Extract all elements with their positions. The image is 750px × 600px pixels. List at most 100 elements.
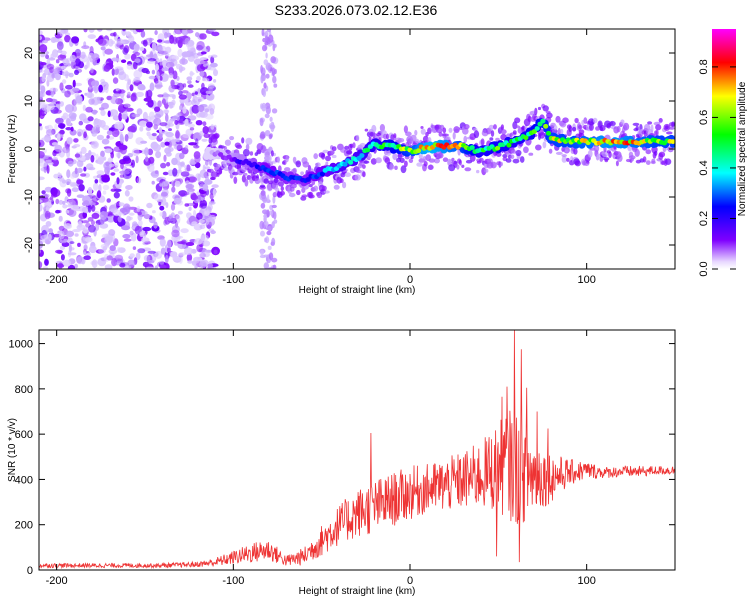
heatmap-cell: [191, 260, 197, 266]
heatmap-cell: [404, 160, 408, 167]
heatmap-cell: [207, 83, 215, 89]
heatmap-cell: [325, 155, 331, 162]
heatmap-cell: [99, 223, 109, 229]
heatmap-cell: [204, 113, 214, 120]
heatmap-cell: [145, 156, 149, 162]
heatmap-cell: [137, 213, 143, 222]
y-tick-label: 800: [15, 384, 33, 396]
heatmap-cell: [51, 158, 59, 167]
heatmap-cell: [86, 91, 93, 99]
heatmap-cell: [160, 236, 165, 240]
heatmap-cell: [116, 201, 120, 209]
heatmap-cell: [452, 132, 456, 140]
heatmap-cell: [437, 152, 444, 159]
heatmap-cell: [213, 79, 217, 83]
heatmap-cell: [190, 194, 198, 201]
heatmap-cell: [68, 72, 74, 78]
colorbar-tick-label: 0.0: [698, 261, 710, 276]
heatmap-cell: [44, 210, 51, 220]
heatmap-cell: [476, 169, 480, 174]
heatmap-cell: [118, 149, 123, 153]
heatmap-cell: [59, 82, 64, 91]
heatmap-cell: [118, 211, 122, 217]
heatmap-cell: [108, 38, 114, 47]
heatmap-cell: [260, 202, 266, 209]
heatmap-cell: [189, 57, 195, 62]
heatmap-cell: [213, 249, 218, 255]
heatmap-cell: [130, 93, 137, 102]
heatmap-cell: [167, 217, 175, 222]
heatmap-cell: [114, 254, 124, 262]
heatmap-cell: [102, 125, 110, 131]
heatmap-cell: [642, 156, 647, 163]
heatmap-cell: [154, 113, 162, 119]
heatmap-cell: [199, 252, 206, 259]
heatmap-cell: [139, 231, 144, 238]
heatmap-cell: [262, 44, 267, 52]
heatmap-cell: [555, 151, 563, 155]
heatmap-cell: [319, 171, 325, 177]
heatmap-cell: [153, 194, 162, 202]
heatmap-cell: [288, 192, 296, 198]
heatmap-cell: [75, 95, 83, 104]
heatmap-cell: [185, 145, 189, 150]
heatmap-cell: [124, 53, 131, 60]
heatmap-cell: [42, 266, 48, 269]
heatmap-cell: [174, 138, 180, 143]
heatmap-cell: [164, 147, 172, 154]
heatmap-cell: [271, 204, 277, 209]
heatmap-cell: [634, 148, 640, 157]
heatmap-cell: [73, 144, 81, 148]
heatmap-cell: [107, 157, 114, 163]
x-tick-label: 0: [407, 274, 413, 286]
heatmap-cell: [102, 184, 110, 191]
heatmap-cell: [209, 192, 214, 200]
heatmap-cell: [608, 151, 612, 158]
heatmap-cell: [44, 201, 53, 209]
heatmap-cell: [346, 150, 353, 155]
heatmap-cell: [42, 148, 47, 154]
heatmap-cell: [645, 160, 651, 166]
heatmap-cell: [62, 259, 72, 267]
heatmap-cell: [122, 155, 131, 162]
heatmap-cell: [164, 141, 170, 146]
heatmap-cell: [145, 102, 154, 106]
heatmap-cell: [67, 208, 77, 217]
heatmap-cell: [88, 224, 96, 233]
heatmap-cell: [140, 210, 148, 216]
heatmap-cell: [180, 228, 189, 234]
heatmap-cell: [428, 164, 434, 170]
heatmap-cell: [39, 176, 45, 181]
heatmap-cell: [151, 132, 157, 137]
heatmap-cell: [461, 164, 465, 168]
heatmap-cell: [127, 259, 136, 267]
heatmap-cell: [259, 249, 265, 256]
heatmap-cell: [39, 261, 43, 269]
heatmap-cell: [142, 39, 148, 47]
heatmap-cell: [74, 153, 81, 158]
heatmap-cell: [265, 73, 270, 79]
heatmap-cell: [534, 126, 540, 131]
heatmap-cell: [176, 82, 185, 91]
heatmap-cell: [100, 150, 105, 158]
heatmap-cell: [272, 43, 277, 48]
heatmap-cell: [72, 79, 76, 88]
heatmap-cell: [129, 84, 134, 92]
heatmap-cell: [325, 161, 329, 166]
heatmap-cell: [502, 154, 508, 158]
heatmap-cell: [527, 115, 532, 123]
y-tick-label: 600: [15, 429, 33, 441]
heatmap-cell: [265, 220, 269, 229]
heatmap-cell: [259, 134, 266, 139]
x-tick-label: -200: [46, 575, 68, 587]
heatmap-cell: [175, 36, 184, 44]
heatmap-cell: [45, 54, 50, 59]
heatmap-cell: [52, 87, 56, 93]
heatmap-cell: [77, 242, 81, 247]
heatmap-cell: [163, 154, 167, 162]
heatmap-cell: [546, 112, 553, 119]
heatmap-cell: [45, 97, 53, 103]
heatmap-cell: [46, 165, 50, 174]
heatmap-cell: [70, 126, 74, 132]
heatmap-cell: [165, 113, 169, 122]
